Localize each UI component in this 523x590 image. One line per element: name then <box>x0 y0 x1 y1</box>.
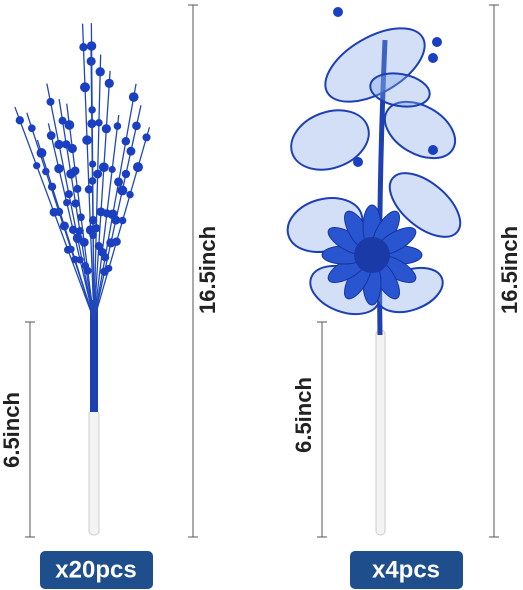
berry <box>432 37 442 47</box>
berry <box>117 185 128 196</box>
total-length: 16.5inch <box>497 226 522 314</box>
berry <box>428 53 438 63</box>
branch <box>93 70 111 321</box>
berry <box>46 97 55 106</box>
berry <box>54 139 64 150</box>
berry <box>95 118 103 127</box>
berry <box>88 216 98 225</box>
berry <box>121 136 131 146</box>
leaf <box>290 109 370 171</box>
berry <box>73 184 82 193</box>
berry <box>33 162 41 170</box>
berry <box>132 162 143 173</box>
berry <box>93 169 103 179</box>
branch <box>47 123 95 321</box>
berry <box>132 121 141 131</box>
berry <box>98 162 109 173</box>
berry <box>111 215 121 225</box>
berry <box>108 165 116 173</box>
leaf <box>388 172 462 238</box>
berry <box>89 160 97 168</box>
berry <box>36 148 47 158</box>
berry <box>118 216 127 225</box>
berry <box>76 256 84 264</box>
quantity: x4pcs <box>372 556 440 583</box>
berry <box>121 169 131 179</box>
berry <box>428 145 438 155</box>
branch <box>93 105 142 321</box>
berry <box>67 143 77 154</box>
white-stem <box>375 329 386 536</box>
branch <box>81 23 95 321</box>
berry <box>112 237 121 246</box>
berry <box>58 116 67 125</box>
berry <box>84 185 94 194</box>
berry <box>64 190 73 199</box>
berry <box>79 43 88 52</box>
berry <box>82 135 92 145</box>
leaf <box>383 100 457 160</box>
berry <box>70 166 80 176</box>
berry <box>101 124 111 134</box>
berry <box>46 131 56 140</box>
flower-center <box>354 237 390 273</box>
blue-stem <box>90 300 98 412</box>
total-length: 16.5inch <box>195 226 220 314</box>
berry <box>126 190 134 199</box>
berry <box>47 182 57 191</box>
berry <box>54 164 64 174</box>
stem-length: 6.5inch <box>0 392 24 468</box>
branch <box>46 83 95 321</box>
berry <box>27 124 36 133</box>
branch <box>90 23 95 321</box>
stem-length: 6.5inch <box>291 377 316 453</box>
berry <box>77 213 85 222</box>
berry <box>76 227 84 235</box>
berry <box>64 120 75 130</box>
berry <box>79 237 89 247</box>
berry <box>126 146 136 156</box>
berry <box>59 221 69 231</box>
berry <box>104 78 114 89</box>
berry <box>92 224 101 233</box>
white-stem <box>88 409 100 536</box>
product-illustration <box>14 7 462 536</box>
berry <box>71 199 80 208</box>
branch <box>93 54 102 321</box>
quantity-badge <box>40 551 153 589</box>
berry <box>15 116 24 125</box>
berry <box>63 198 71 207</box>
berry <box>83 266 92 275</box>
berry <box>142 133 151 142</box>
berry <box>68 225 78 234</box>
berry <box>95 67 105 77</box>
berry <box>353 157 363 167</box>
branch <box>93 83 137 321</box>
leaf <box>369 72 431 108</box>
berry <box>105 264 113 272</box>
berry <box>114 177 124 187</box>
quantity-badge <box>350 551 463 589</box>
berry <box>80 82 91 93</box>
quantity: x20pcs <box>55 556 136 583</box>
berry <box>88 106 96 114</box>
branch <box>58 98 95 321</box>
leaf <box>324 27 426 103</box>
berry <box>113 122 122 130</box>
berry <box>86 41 97 51</box>
berry <box>128 92 139 102</box>
berry <box>333 7 343 17</box>
branch <box>66 103 95 321</box>
